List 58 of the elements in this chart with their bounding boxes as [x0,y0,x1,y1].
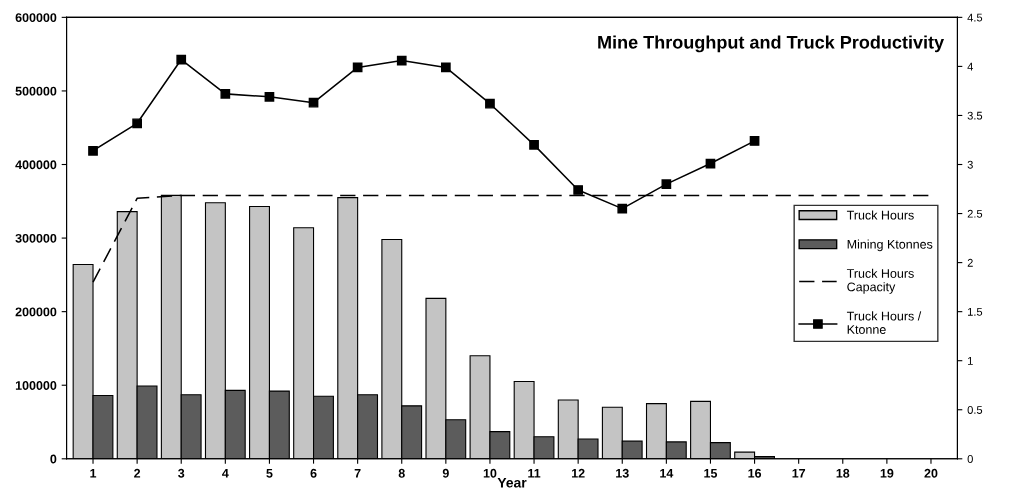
legend-label: Truck Hours [846,210,914,220]
x-axis-title: Year [497,477,527,488]
legend-label: Truck Hours Capacity [846,268,914,294]
y-tick-label: 600000 [15,13,57,23]
x-tick-label: 19 [880,468,894,478]
y2-tick-label: 3 [967,160,973,169]
y-tick-label: 100000 [15,381,57,390]
y2-tick-label: 1.5 [968,308,983,316]
y2-tick-label: 2 [967,258,973,267]
x-tick-label: 6 [310,468,317,478]
x-tick-label: 11 [528,468,541,478]
point [88,145,98,156]
x-tick-label: 1 [90,468,97,478]
point [529,140,539,150]
point [749,136,760,146]
x-tick-label: 3 [178,468,185,478]
point [396,55,407,66]
point [220,89,231,99]
x-tick-label: 18 [836,468,850,478]
point [440,62,451,73]
x-tick-label: 12 [571,468,585,478]
x-tick-label: 14 [660,468,674,478]
point [352,62,363,73]
point [661,179,672,189]
y2-tick-label: 0.5 [967,406,983,414]
y-tick-label: 200000 [15,307,57,317]
y-tick-label: 500000 [15,86,57,96]
x-tick-label: 7 [354,468,361,478]
x-tick-label: 13 [616,468,629,478]
point [573,185,584,195]
x-tick-label: 17 [792,468,806,478]
y2-tick-label: 4.5 [967,13,983,22]
point [308,97,319,108]
x-tick-label: 2 [134,468,141,478]
point [176,54,187,65]
y-tick-label: 400000 [15,160,57,170]
legend-label: Truck Hours / Ktonne [846,311,922,334]
y-tick-label: 300000 [15,233,57,243]
x-tick-label: 8 [398,468,405,478]
x-tick-label: 16 [748,468,762,478]
text: Mine Throughput and Truck Productivity [598,35,945,53]
x-tick-label: 15 [704,468,718,478]
y2-tick-label: 3.5 [967,111,983,120]
x-tick-label: 9 [442,468,449,478]
point [264,91,275,102]
x-tick-label: 5 [266,468,273,478]
point [485,98,495,109]
point [617,203,628,214]
y2-tick-label: 1 [968,357,973,365]
point [132,118,142,129]
x-tick-label: 10 [483,468,497,478]
y2-tick-label: 4 [967,62,974,71]
y-tick-label: 0 [50,454,57,464]
y2-tick-label: 0 [967,455,973,463]
legend-label: Mining Ktonnes [847,239,933,252]
x-tick-label: 4 [222,468,229,478]
x-tick-label: 20 [924,468,938,478]
y2-tick-label: 2.5 [967,209,983,218]
